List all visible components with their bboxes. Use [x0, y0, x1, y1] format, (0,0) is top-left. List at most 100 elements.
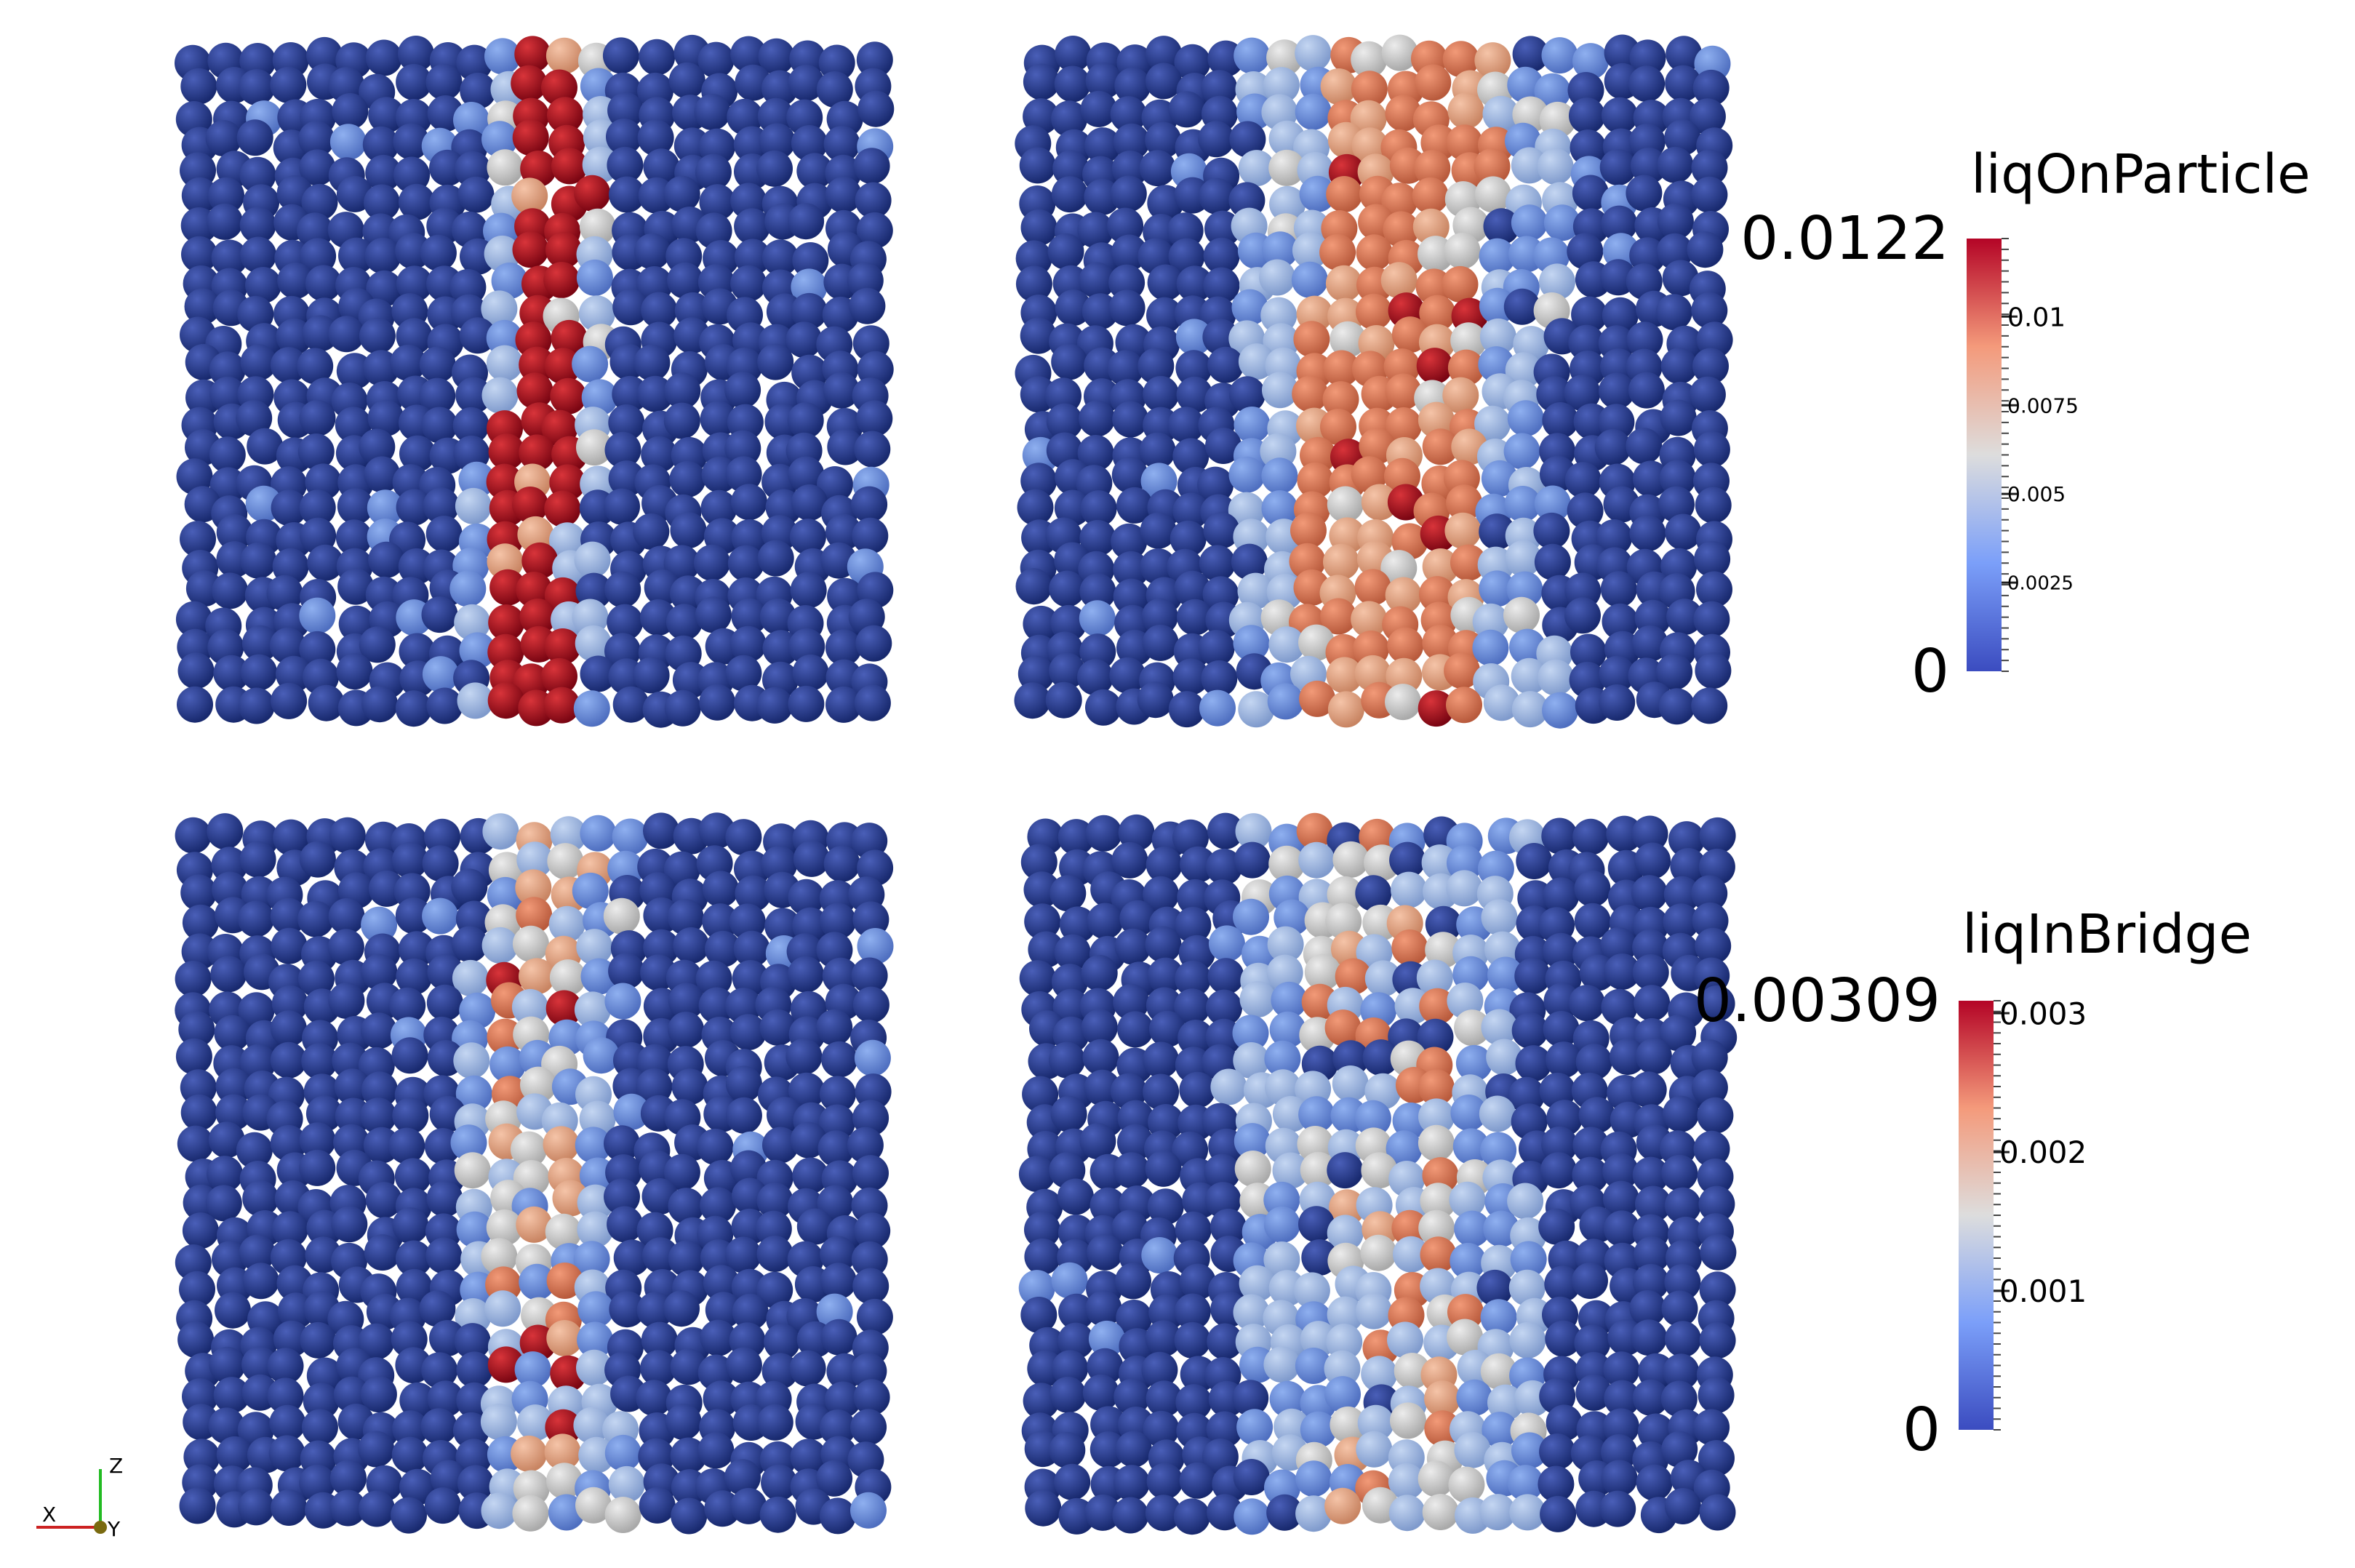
particle: [481, 121, 518, 158]
particle: [1080, 490, 1117, 527]
particle: [359, 317, 396, 354]
particle: [1022, 1076, 1059, 1113]
particle: [1267, 683, 1304, 720]
particle: [511, 65, 548, 102]
particle: [1512, 36, 1549, 73]
particle: [724, 1236, 761, 1273]
legend-max: 0.00309: [1694, 967, 1940, 1036]
particle: [1670, 848, 1707, 884]
particle: [663, 1290, 700, 1327]
particle: [1505, 540, 1542, 577]
particle: [639, 1487, 676, 1524]
particle: [277, 263, 314, 299]
particle: [327, 929, 364, 966]
particle: [545, 37, 583, 74]
particle: [699, 684, 736, 721]
particle: [361, 906, 398, 943]
particle: [1113, 1378, 1151, 1415]
particle: [1567, 492, 1604, 529]
particle: [820, 1319, 857, 1356]
particle: [665, 1404, 702, 1440]
particle: [573, 690, 610, 727]
particle: [1145, 926, 1182, 963]
particle: [1300, 1151, 1337, 1188]
particle: [851, 486, 888, 523]
particle: [1137, 681, 1174, 719]
particle: [1474, 405, 1511, 442]
particle: [1542, 692, 1579, 729]
particle: [1271, 981, 1308, 1018]
particle: [1233, 1294, 1270, 1331]
particle: [1483, 684, 1520, 721]
particle: [1479, 318, 1516, 355]
particle: [1689, 98, 1726, 135]
particle: [788, 65, 825, 101]
particle: [1424, 1410, 1461, 1447]
particle: [521, 542, 559, 579]
particle: [489, 1046, 527, 1083]
particle: [358, 1323, 395, 1360]
particle: [486, 345, 523, 382]
particle: [516, 372, 553, 409]
particle: [1509, 1321, 1546, 1359]
particle-views: [175, 34, 1738, 1535]
particle: [609, 1291, 646, 1328]
particle: [789, 519, 826, 556]
particle: [1058, 1293, 1095, 1330]
particle: [1234, 37, 1271, 74]
particle: [734, 208, 771, 245]
particle: [1630, 1071, 1667, 1108]
particle: [825, 176, 862, 213]
particle: [455, 377, 492, 414]
particle: [1210, 1068, 1247, 1105]
particle: [1693, 601, 1730, 638]
particle: [212, 572, 249, 609]
particle: [1304, 953, 1341, 991]
particle: [396, 489, 433, 526]
particle: [1574, 1324, 1611, 1361]
particle: [1418, 401, 1455, 439]
particle: [1447, 844, 1483, 881]
particle: [459, 992, 496, 1029]
particle: [1388, 1495, 1426, 1532]
particle: [516, 572, 553, 608]
particle: [735, 875, 772, 912]
particle: [637, 119, 674, 156]
particle: [788, 685, 825, 722]
legend-title: liqOnParticle: [1971, 143, 2311, 206]
particle: [663, 402, 700, 439]
particle: [697, 1432, 735, 1469]
particle: [425, 63, 463, 100]
particle: [303, 1383, 340, 1420]
particle: [299, 1464, 336, 1501]
particle: [1111, 523, 1148, 560]
particle: [847, 1127, 884, 1164]
particle: [1084, 1494, 1121, 1531]
particle: [267, 1377, 304, 1415]
tick-label: 0.0075: [2007, 393, 2079, 417]
particle: [640, 1350, 677, 1387]
particle: [849, 287, 886, 324]
particle: [578, 295, 615, 332]
particle: [1330, 1406, 1367, 1443]
particle: [270, 897, 307, 935]
particle: [608, 953, 645, 990]
particle: [1572, 43, 1609, 80]
particle: [180, 874, 217, 911]
particle: [1361, 1356, 1398, 1393]
particle: [1631, 1319, 1668, 1356]
particle: [824, 1381, 861, 1418]
particle: [1113, 983, 1150, 1020]
particle: [1145, 36, 1183, 73]
particle: [1418, 1460, 1455, 1497]
particle: [302, 315, 339, 352]
particle: [1014, 682, 1051, 719]
particle: [1118, 814, 1155, 851]
particle: [612, 375, 649, 412]
particle: [366, 270, 403, 307]
particle: [1474, 42, 1511, 79]
particle: [541, 69, 577, 106]
particle: [1024, 1238, 1061, 1275]
particle: [1228, 376, 1266, 413]
particle: [1261, 457, 1298, 495]
